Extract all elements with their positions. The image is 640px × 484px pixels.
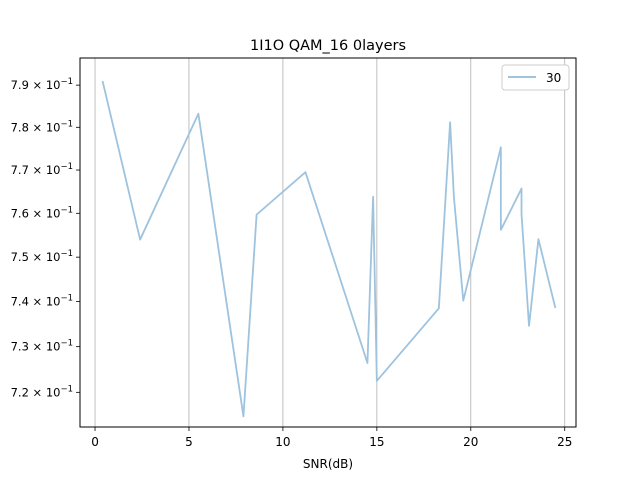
x-axis-label: SNR(dB): [303, 457, 353, 471]
y-tick-label: 7.5 × 10−1: [11, 249, 73, 264]
y-tick-label: 7.9 × 10−1: [11, 77, 73, 92]
x-tick-label: 15: [369, 435, 384, 449]
x-tick-label: 20: [463, 435, 478, 449]
plot-frame: [79, 57, 577, 428]
y-tick-label: 7.3 × 10−1: [11, 339, 73, 354]
y-tick-label: 7.7 × 10−1: [11, 162, 73, 177]
legend: 30: [501, 64, 570, 91]
y-tick-label: 7.8 × 10−1: [11, 119, 73, 134]
y-tick-label: 7.4 × 10−1: [11, 294, 73, 309]
y-tick-label: 7.2 × 10−1: [11, 384, 73, 399]
y-axis: 7.2 × 10−1 7.3 × 10−1 7.4 × 10−1 7.5 × 10−1…: [11, 77, 80, 399]
x-tick-label: 25: [557, 435, 572, 449]
x-axis: 0 5 10 15 20 25: [91, 427, 572, 449]
series-layer: [101, 80, 557, 418]
y-tick-label: 7.6 × 10−1: [11, 205, 73, 220]
x-tick-label: 10: [275, 435, 290, 449]
x-tick-label: 5: [185, 435, 193, 449]
grid-layer: [94, 58, 566, 427]
legend-label: 30: [546, 71, 561, 85]
chart-title: 1I1O QAM_16 0layers: [250, 38, 406, 54]
x-tick-label: 0: [91, 435, 99, 449]
series-line: [101, 80, 557, 418]
